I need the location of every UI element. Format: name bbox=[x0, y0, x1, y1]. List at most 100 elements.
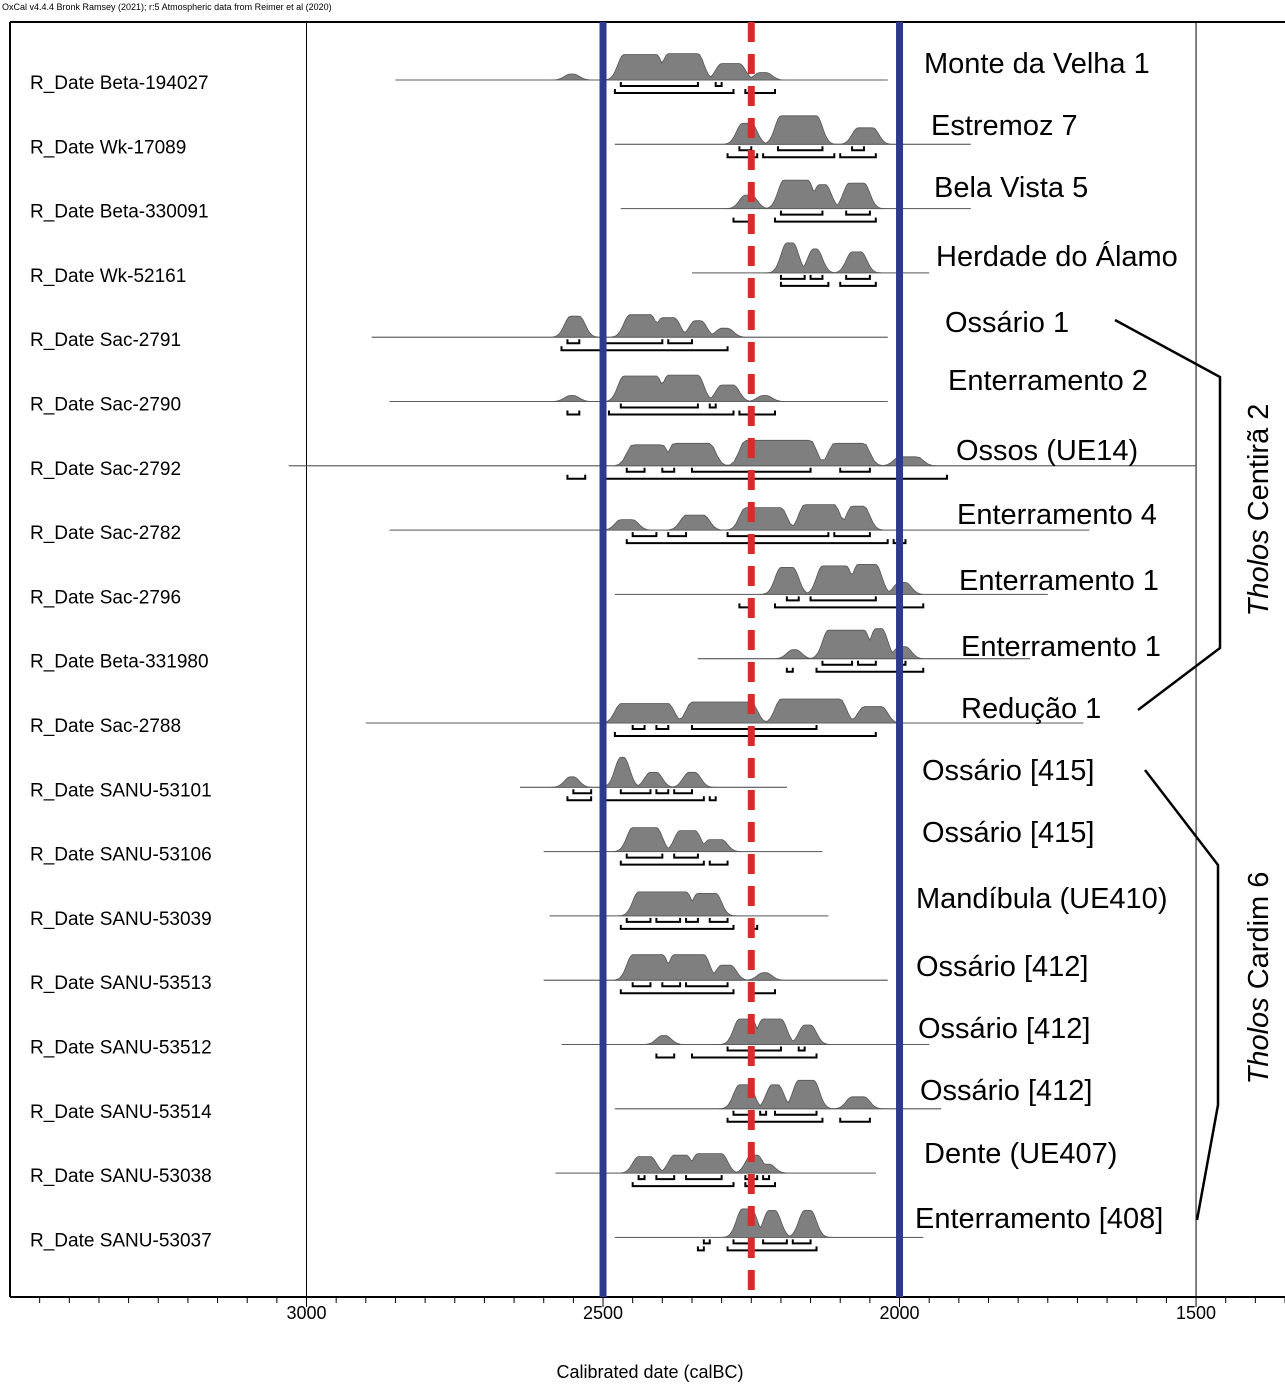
group-label-italic: Tholos bbox=[1243, 521, 1275, 616]
range-95-bracket bbox=[762, 153, 836, 159]
site-label: Enterramento [408] bbox=[915, 1203, 1163, 1235]
range-68-bracket bbox=[619, 403, 699, 409]
range-68-bracket bbox=[619, 82, 699, 87]
range-95-bracket bbox=[708, 796, 717, 802]
range-68-bracket bbox=[572, 789, 593, 795]
range-68-bracket bbox=[738, 146, 753, 152]
density-curve bbox=[543, 827, 823, 852]
x-tick-label: 2500 bbox=[583, 1303, 623, 1323]
range-68-bracket bbox=[776, 146, 824, 152]
site-label: Redução 1 bbox=[961, 693, 1101, 725]
range-95-bracket bbox=[779, 281, 830, 287]
range-68-bracket bbox=[673, 789, 693, 795]
row-label: R_Date Beta-331980 bbox=[30, 652, 209, 673]
range-68-bracket bbox=[702, 1239, 711, 1245]
range-95-bracket bbox=[839, 1117, 871, 1123]
site-label: Ossário [412] bbox=[920, 1075, 1092, 1107]
range-68-bracket bbox=[631, 725, 646, 730]
range-95-bracket bbox=[619, 860, 705, 866]
row-label: R_Date Wk-52161 bbox=[30, 266, 186, 287]
row bbox=[614, 1079, 942, 1123]
row-label: R_Date SANU-53106 bbox=[30, 845, 212, 866]
reference-lines bbox=[599, 22, 904, 1297]
density-curve bbox=[288, 439, 1196, 467]
range-95-bracket bbox=[602, 474, 948, 480]
range-68-bracket bbox=[685, 917, 699, 923]
row-label: R_Date Beta-330091 bbox=[30, 202, 209, 223]
group-label-italic: Tholos bbox=[1243, 989, 1275, 1084]
site-label: Ossário 1 bbox=[945, 307, 1069, 339]
range-95-bracket bbox=[750, 989, 776, 995]
density-curve bbox=[614, 1079, 941, 1110]
range-95-bracket bbox=[566, 796, 593, 802]
range-68-bracket bbox=[845, 274, 871, 280]
range-68-bracket bbox=[625, 467, 646, 473]
row bbox=[371, 314, 888, 352]
range-95-bracket bbox=[696, 1246, 705, 1252]
row bbox=[395, 53, 888, 94]
range-68-bracket bbox=[631, 532, 658, 538]
x-tick-label: 2000 bbox=[880, 1303, 920, 1323]
row-label: R_Date Sac-2790 bbox=[30, 395, 181, 416]
site-label: Enterramento 2 bbox=[948, 365, 1148, 397]
range-68-bracket bbox=[779, 210, 824, 216]
density-curve bbox=[697, 628, 1030, 660]
range-68-bracket bbox=[655, 1175, 676, 1181]
site-label: Monte da Velha 1 bbox=[924, 48, 1150, 80]
range-68-bracket bbox=[809, 274, 824, 280]
density-curve bbox=[614, 564, 1048, 595]
site-label: Ossário [415] bbox=[922, 817, 1094, 849]
x-tick-label: 3000 bbox=[286, 1303, 326, 1323]
range-95-bracket bbox=[607, 410, 735, 416]
range-68-bracket bbox=[661, 467, 676, 473]
density-curve bbox=[614, 1208, 924, 1238]
group-label: Tholos Centirã 2 bbox=[1243, 404, 1275, 617]
range-95-bracket bbox=[631, 1182, 735, 1188]
group-bracket bbox=[1144, 769, 1220, 1221]
chart-header: OxCal v4.4.4 Bronk Ramsey (2021); r:5 At… bbox=[2, 2, 332, 12]
site-label: Dente (UE407) bbox=[924, 1138, 1117, 1170]
range-68-bracket bbox=[774, 1110, 818, 1116]
row bbox=[697, 628, 1030, 673]
range-95-bracket bbox=[839, 281, 877, 287]
range-95-bracket bbox=[655, 1053, 676, 1059]
range-68-bracket bbox=[708, 917, 729, 923]
range-95-bracket bbox=[619, 989, 735, 995]
range-95-bracket bbox=[726, 1246, 818, 1252]
row bbox=[620, 179, 971, 223]
density-curve bbox=[561, 1018, 930, 1045]
density-curve bbox=[520, 756, 787, 788]
range-95-bracket bbox=[815, 667, 925, 673]
row-label: R_Date Beta-194027 bbox=[30, 73, 209, 94]
row-label: R_Date Wk-17089 bbox=[30, 137, 186, 158]
site-label: Ossário [415] bbox=[922, 755, 1094, 787]
site-label: Mandíbula (UE410) bbox=[916, 883, 1167, 915]
range-68-bracket bbox=[685, 982, 729, 988]
range-68-bracket bbox=[845, 210, 871, 216]
row bbox=[614, 115, 971, 159]
range-95-bracket bbox=[708, 860, 729, 866]
range-95-bracket bbox=[744, 1182, 776, 1188]
site-label: Ossário [412] bbox=[918, 1013, 1090, 1045]
range-95-bracket bbox=[726, 153, 759, 159]
group-label-name: Centirã 2 bbox=[1243, 404, 1275, 522]
row-label: R_Date SANU-53038 bbox=[30, 1166, 212, 1187]
row bbox=[614, 564, 1048, 609]
range-68-bracket bbox=[602, 339, 664, 345]
site-label: Enterramento 1 bbox=[961, 631, 1161, 663]
row bbox=[520, 756, 787, 802]
row bbox=[549, 891, 829, 930]
row bbox=[691, 242, 930, 287]
range-95-bracket bbox=[613, 89, 735, 94]
range-95-bracket bbox=[839, 153, 877, 159]
density-curve bbox=[555, 1153, 876, 1174]
x-tick-label: 1500 bbox=[1176, 1303, 1216, 1323]
range-95-bracket bbox=[625, 539, 889, 545]
range-68-bracket bbox=[655, 917, 682, 923]
range-95-bracket bbox=[566, 474, 587, 480]
row-label: R_Date Sac-2782 bbox=[30, 523, 181, 544]
range-68-bracket bbox=[661, 982, 682, 988]
range-68-bracket bbox=[833, 532, 871, 538]
row bbox=[555, 1153, 876, 1188]
